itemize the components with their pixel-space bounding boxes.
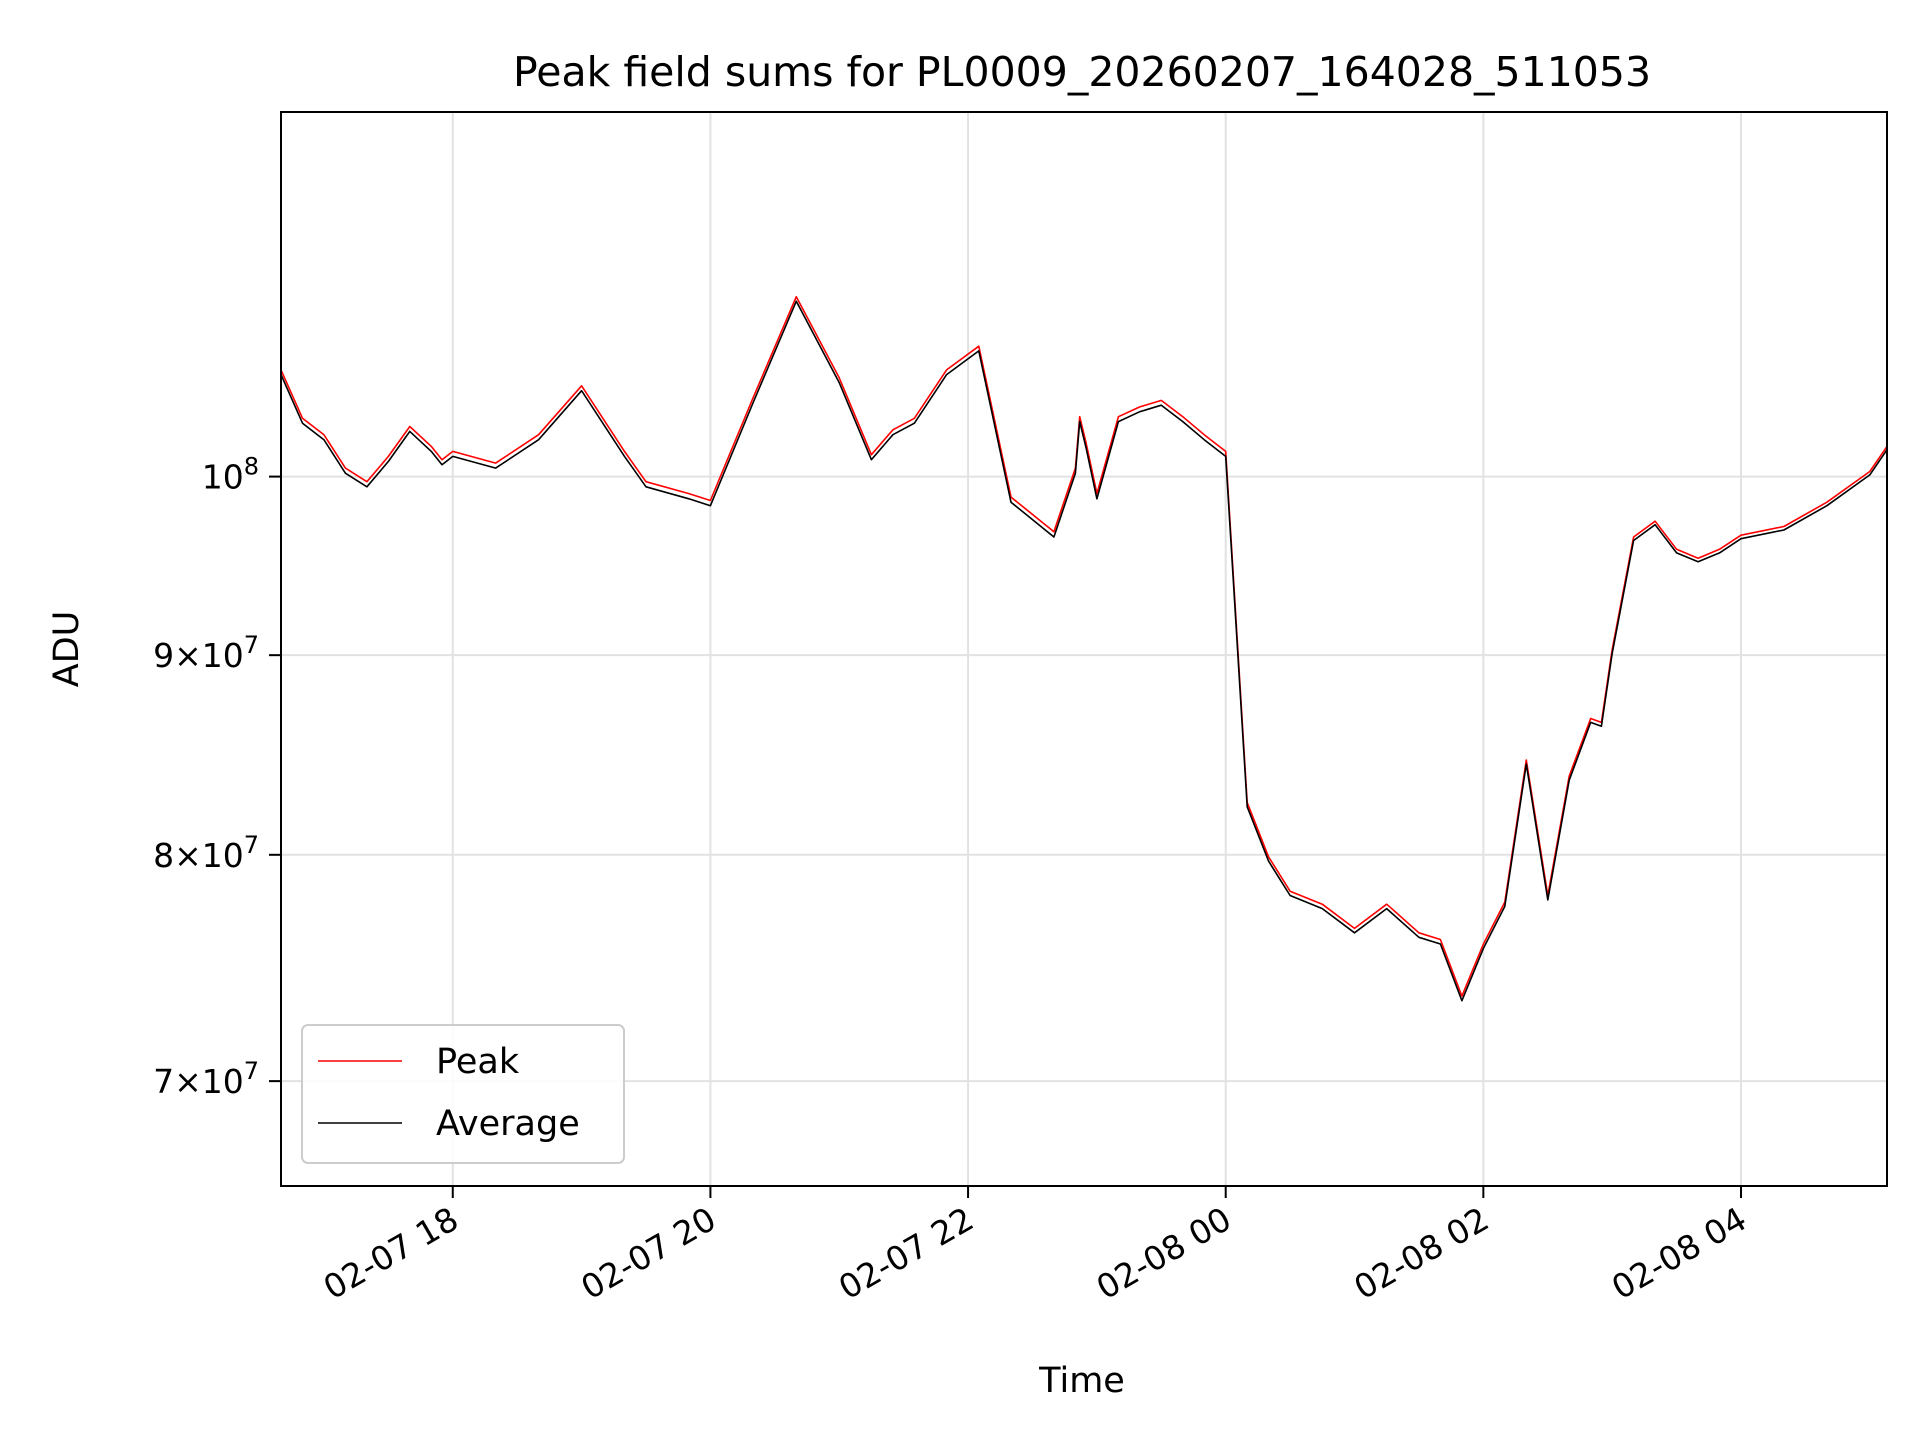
chart-title: Peak field sums for PL0009_20260207_1640… [513, 48, 1651, 96]
y-tick-label: 8×107 [153, 831, 259, 875]
series-line-average [280, 300, 1888, 1002]
y-tick-label: 108 [202, 453, 259, 497]
grid [281, 112, 1887, 1186]
legend-label-peak: Peak [436, 1042, 520, 1082]
legend-label-average: Average [436, 1104, 580, 1144]
y-tick-label: 7×107 [153, 1057, 259, 1101]
y-tick-label: 9×107 [153, 631, 259, 675]
series-layer [280, 295, 1888, 1002]
legend-box [301, 1024, 625, 1164]
legend: Peak Average [301, 1024, 625, 1164]
y-axis-ticks: 7×107 8×107 9×107 108 [153, 453, 281, 1101]
x-axis-label: Time [1038, 1361, 1125, 1401]
plot-frame [280, 111, 1888, 1187]
y-axis-label: ADU [47, 611, 87, 688]
